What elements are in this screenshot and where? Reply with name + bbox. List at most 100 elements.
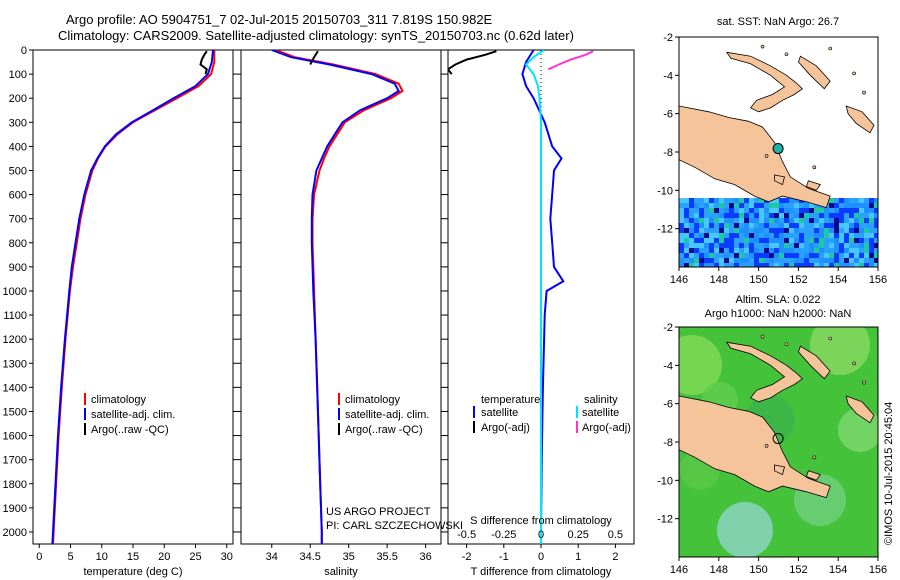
sst-cell: [779, 238, 785, 244]
legend-label-s-argo: Argo(-adj): [582, 422, 631, 434]
sst-cell: [859, 253, 865, 259]
sst-cell: [684, 203, 690, 209]
lat-tick-label: -2: [663, 322, 673, 334]
sst-cell: [799, 238, 805, 244]
argo-float-marker: [772, 433, 784, 445]
depth-tick-label: 900: [9, 262, 27, 274]
sst-cell: [784, 198, 790, 204]
small-island: [784, 52, 789, 57]
sst-cell: [769, 218, 775, 224]
sst-cell: [769, 233, 775, 239]
sst-cell: [739, 228, 745, 234]
sst-cell: [704, 243, 710, 249]
sst-cell: [804, 228, 810, 234]
x-tick-label: 5: [67, 551, 73, 563]
sst-cell: [839, 258, 845, 264]
lon-tick-label: 146: [670, 274, 688, 286]
sst-cell: [859, 263, 865, 267]
sst-cell: [824, 258, 830, 264]
sst-cell: [779, 243, 785, 249]
sst-cell: [699, 233, 705, 239]
sst-cell: [684, 238, 690, 244]
sst-cell: [679, 223, 685, 229]
sst-cell: [834, 213, 840, 219]
sst-cell: [874, 228, 878, 234]
small-island: [862, 90, 866, 95]
depth-tick-label: 200: [9, 93, 27, 105]
sst-cell: [684, 243, 690, 249]
sst-cell: [769, 248, 775, 254]
project-label: US ARGO PROJECT: [326, 506, 431, 518]
depth-tick-label: 1500: [3, 406, 27, 418]
sst-cell: [754, 218, 760, 224]
salinity-plot-frame: [240, 49, 442, 545]
sst-cell: [754, 248, 760, 254]
sst-cell: [684, 258, 690, 264]
depth-tick-label: 2000: [3, 527, 27, 539]
sst-cell: [859, 208, 865, 214]
sst-cell: [854, 233, 860, 239]
sst-cell: [699, 218, 705, 224]
difference-legend: temperature salinity satellite Argo(-adj…: [473, 394, 631, 434]
sst-cell: [714, 248, 720, 254]
sst-cell: [839, 218, 845, 224]
sst-cell: [844, 223, 850, 229]
x-tick-label: 34.5: [300, 551, 321, 563]
sst-cell: [789, 263, 795, 267]
sst-cell: [764, 263, 770, 267]
series-line-climatology: [52, 50, 216, 544]
sst-cell: [794, 223, 800, 229]
sst-cell: [694, 243, 700, 249]
sst-cell: [874, 243, 878, 249]
sst-cell: [754, 208, 760, 214]
sst-cell: [839, 253, 845, 259]
small-island: [760, 334, 765, 339]
sst-cell: [839, 203, 845, 209]
sst-cell: [754, 263, 760, 267]
sst-cell: [804, 253, 810, 259]
sst-cell: [834, 218, 840, 224]
sst-cell: [784, 238, 790, 244]
sst-cell: [859, 198, 865, 204]
sst-cell: [809, 248, 815, 254]
sst-cell: [754, 238, 760, 244]
sst-cell: [714, 213, 720, 219]
sst-cell: [814, 233, 820, 239]
sst-cell: [759, 213, 765, 219]
sst-cell: [849, 218, 855, 224]
sst-cell: [864, 258, 870, 264]
sst-cell: [844, 253, 850, 259]
sst-cell: [799, 213, 805, 219]
sst-cell: [869, 258, 875, 264]
difference-plot: -2 -1 0 1 2 -0.5 -0.25 0 0.25 0.5 S difference fr…: [448, 50, 631, 578]
sst-cell: [694, 263, 700, 267]
sst-cell: [729, 263, 735, 267]
sst-cell: [789, 213, 795, 219]
sst-cell: [864, 253, 870, 259]
sst-cell: [824, 213, 830, 219]
sst-cell: [709, 258, 715, 264]
sst-cell: [744, 233, 750, 239]
legend-label-satellite: satellite-adj. clim.: [91, 409, 175, 421]
sst-cell: [739, 233, 745, 239]
sst-cell: [829, 258, 835, 264]
depth-tick-label: 1400: [3, 382, 27, 394]
sst-cell: [749, 228, 755, 234]
sst-cell: [844, 258, 850, 264]
sst-cell: [844, 198, 850, 204]
landmass-2: [797, 345, 831, 380]
sst-cell: [869, 198, 875, 204]
sst-cell: [774, 203, 780, 209]
sst-cell: [764, 258, 770, 264]
sst-cell: [799, 203, 805, 209]
sst-cell: [684, 233, 690, 239]
sst-cell: [794, 263, 800, 267]
legend-label-satellite: satellite-adj. clim.: [345, 409, 429, 421]
sst-cell: [679, 213, 685, 219]
sst-cell: [724, 253, 730, 259]
small-island: [812, 455, 817, 460]
sst-cell: [829, 248, 835, 254]
sst-cell: [814, 238, 820, 244]
sst-cell: [824, 243, 830, 249]
